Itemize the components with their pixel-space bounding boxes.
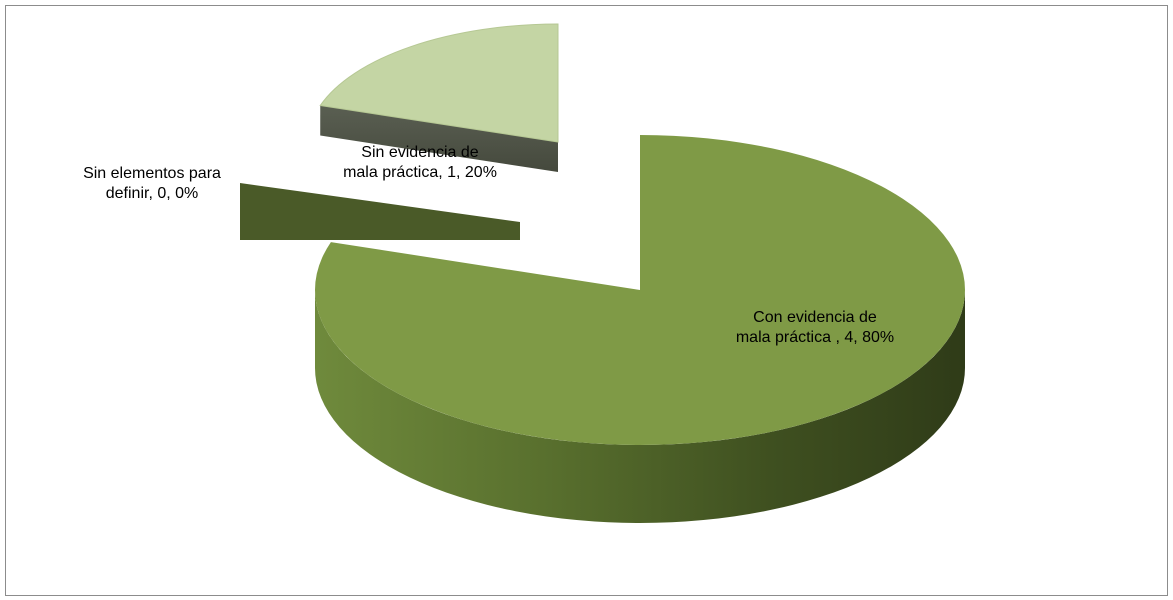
label-sin-elementos-line: definir, 0, 0% bbox=[106, 185, 199, 202]
label-sin-elementos: Sin elementos para definir, 0, 0% bbox=[83, 165, 221, 202]
slice-side-con-evidencia bbox=[315, 290, 965, 523]
label-sin-evidencia: Sin evidencia de mala práctica, 1, 20% bbox=[343, 144, 497, 181]
label-sin-evidencia-line: mala práctica, 1, 20% bbox=[343, 164, 497, 181]
label-sin-evidencia-line: Sin evidencia de bbox=[361, 144, 479, 161]
slice-sin-evidencia bbox=[319, 23, 559, 143]
slice-wall-sin-evidencia bbox=[320, 105, 558, 172]
label-con-evidencia: Con evidencia de mala práctica , 4, 80% bbox=[736, 309, 894, 346]
slices-layer bbox=[240, 23, 966, 523]
label-con-evidencia-line: Con evidencia de bbox=[753, 309, 877, 326]
labels-layer: Con evidencia de mala práctica , 4, 80% Si… bbox=[83, 144, 894, 346]
label-sin-elementos-line: Sin elementos para bbox=[83, 165, 221, 182]
label-con-evidencia-line: mala práctica , 4, 80% bbox=[736, 329, 894, 346]
slice-sin-elementos bbox=[240, 183, 520, 240]
slice-con-evidencia bbox=[315, 135, 966, 445]
